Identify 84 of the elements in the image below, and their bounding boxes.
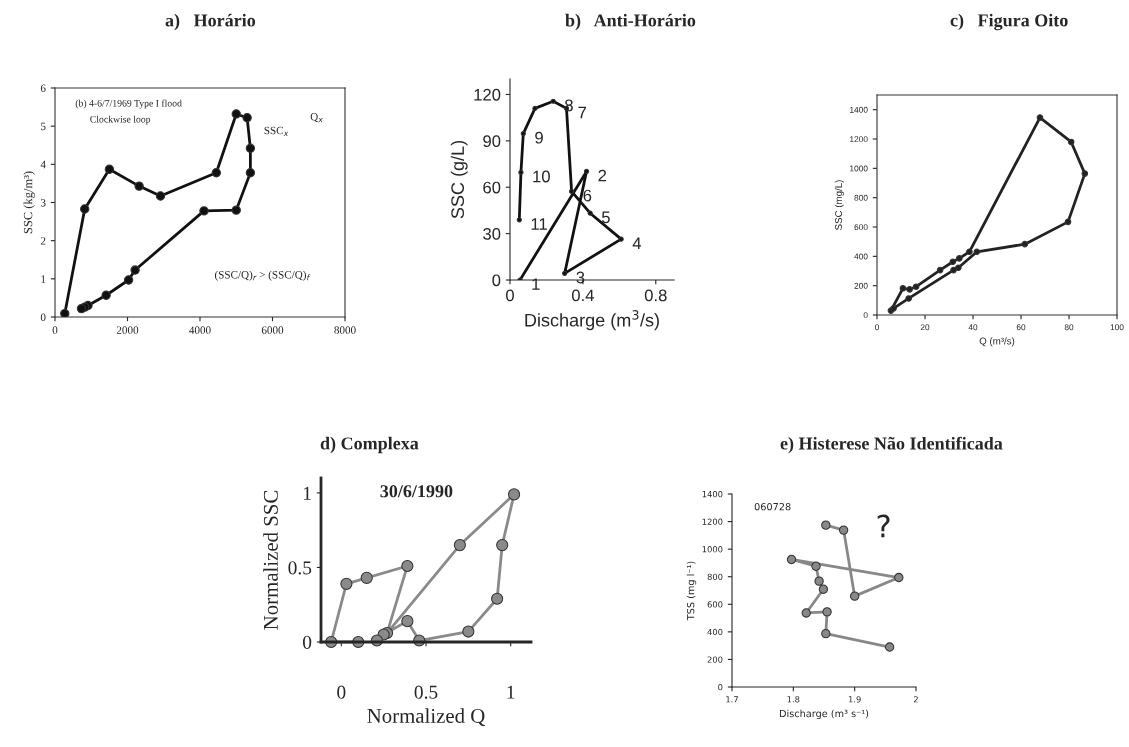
y-tick-label: 800 — [707, 573, 723, 580]
x-tick-label: 1 — [507, 685, 515, 699]
y-tick-label: 1400 — [850, 106, 868, 113]
x-axis-title: Q (m³/s) — [979, 337, 1015, 347]
chart-title: e) Histerese Não Identificada — [780, 436, 1003, 454]
chart-title: d) Complexa — [320, 436, 419, 454]
annotation: 8 — [565, 99, 573, 112]
x-tick-label: 60 — [1016, 324, 1026, 331]
x-tick-label: 1.8 — [787, 696, 800, 703]
x-tick-label: 0 — [875, 324, 879, 331]
y-tick-label: 1400 — [702, 490, 723, 498]
x-axis-title: Normalized Q — [367, 708, 485, 727]
y-tick-label: 3 — [40, 199, 46, 207]
annotation: 6 — [583, 189, 592, 202]
annotation: 9 — [535, 131, 543, 144]
annotation: 30/6/1990 — [380, 485, 453, 498]
annotation: 7 — [578, 106, 587, 119]
x-tick-label: 0 — [337, 685, 346, 699]
y-tick-label: 400 — [707, 628, 723, 636]
annotation: 11 — [531, 218, 547, 230]
y-axis-title: TSS (mg l⁻¹) — [686, 561, 697, 621]
y-tick-label: 1200 — [850, 136, 868, 143]
chart-title: a) Horário — [165, 13, 256, 31]
x-tick-label: 2 — [913, 696, 918, 703]
x-axis-title: Discharge (m$^{3}$/s) — [525, 310, 659, 331]
y-tick-label: 400 — [854, 253, 868, 260]
annotation: (b) 4-6/7/1969 Type I flood — [75, 99, 182, 109]
x-tick-label: 6000 — [261, 326, 284, 334]
annotation: Q$_{x}$ — [310, 113, 323, 123]
annotation: (SSC/Q)$_{r}$ > (SSC/Q)$_{f}$ — [214, 270, 311, 281]
x-tick-label: 1.7 — [726, 696, 738, 703]
y-tick-label: 1 — [41, 275, 46, 283]
y-tick-label: 30 — [483, 228, 501, 240]
x-tick-label: 8000 — [334, 326, 356, 334]
x-tick-label: 20 — [920, 324, 930, 331]
y-tick-label: 0 — [40, 313, 46, 321]
x-axis-title: Discharge (m³ s⁻¹) — [779, 709, 869, 720]
x-tick-label: 0 — [52, 326, 58, 334]
x-tick-label: 2000 — [116, 326, 139, 334]
y-tick-label: 2 — [40, 237, 46, 245]
annotation: 3 — [576, 271, 585, 284]
x-tick-label: 0.5 — [414, 685, 438, 699]
y-axis-title: Normalized SSC — [263, 490, 278, 630]
y-tick-label: 200 — [854, 282, 868, 289]
y-tick-label: 5 — [41, 122, 46, 131]
annotation: ? — [877, 514, 890, 538]
y-tick-label: 0 — [863, 312, 868, 319]
y-tick-label: 800 — [854, 194, 868, 201]
annotation: 060728 — [754, 502, 791, 511]
y-tick-label: 4 — [40, 160, 46, 169]
y-axis-title: SSC (mg/L) — [834, 180, 844, 230]
y-tick-label: 1200 — [702, 518, 723, 525]
chart-title: b) Anti-Horário — [565, 13, 696, 31]
y-tick-label: 600 — [707, 601, 723, 608]
annotation: 1 — [532, 278, 540, 290]
annotation: 2 — [598, 169, 607, 182]
x-tick-label: 4000 — [189, 326, 211, 334]
x-tick-label: 0.8 — [644, 289, 667, 302]
y-tick-label: 1 — [303, 486, 311, 500]
y-tick-label: 1000 — [850, 165, 868, 172]
x-tick-label: 80 — [1064, 324, 1074, 331]
annotation: SSC$_{x}$ — [264, 126, 289, 136]
annotation: 10 — [533, 170, 550, 183]
x-tick-label: 0.4 — [571, 289, 594, 302]
y-tick-label: 600 — [854, 224, 868, 231]
y-tick-label: 120 — [474, 88, 501, 101]
y-tick-label: 0.5 — [288, 561, 312, 575]
annotation: 5 — [601, 211, 610, 224]
x-tick-label: 1.9 — [848, 696, 861, 703]
y-axis-title: SSC (g/L) — [450, 140, 468, 219]
y-tick-label: 0 — [492, 274, 501, 287]
y-tick-label: 60 — [483, 181, 501, 194]
x-tick-label: 40 — [968, 324, 978, 331]
y-tick-label: 200 — [707, 656, 723, 663]
y-tick-label: 6 — [40, 84, 46, 92]
y-axis-title: SSC (kg/m³) — [23, 171, 35, 234]
y-tick-label: 1000 — [702, 546, 723, 553]
y-tick-label: 0 — [302, 635, 312, 649]
y-tick-label: 90 — [483, 135, 501, 148]
chart-title: c) Figura Oito — [950, 13, 1068, 31]
x-tick-label: 100 — [1110, 324, 1124, 331]
annotation: 4 — [632, 237, 642, 250]
x-tick-label: 0 — [506, 289, 514, 302]
annotation: Clockwise loop — [90, 115, 151, 125]
